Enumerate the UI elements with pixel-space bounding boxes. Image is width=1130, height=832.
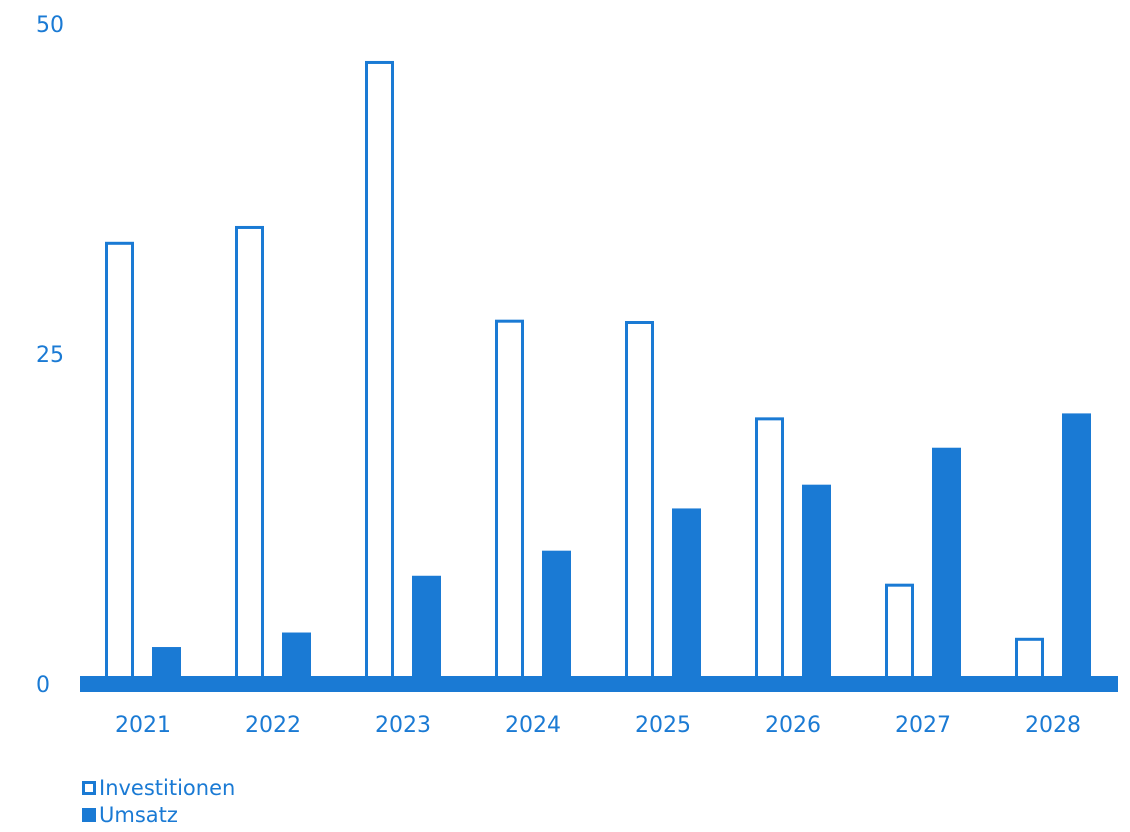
x-tick-label-2027: 2027: [895, 713, 951, 738]
bar-investitionen-2024: [495, 319, 524, 687]
y-tick-label-50: 50: [36, 13, 64, 38]
legend-label-umsatz: Umsatz: [99, 802, 178, 827]
bar-umsatz-2022: [282, 632, 311, 684]
legend-swatch-umsatz: [82, 807, 96, 822]
legend-item-investitionen: Investitionen: [82, 774, 235, 801]
bar-investitionen-2022: [235, 225, 264, 688]
x-tick-label-2023: 2023: [375, 713, 431, 738]
bar-investitionen-2021: [105, 241, 134, 688]
bar-investitionen-2025: [625, 321, 654, 687]
y-tick-label-0: 0: [36, 673, 50, 698]
bar-umsatz-2025: [672, 508, 701, 684]
x-tick-label-2024: 2024: [505, 713, 561, 738]
x-tick-label-2026: 2026: [765, 713, 821, 738]
legend: Investitionen Umsatz: [82, 774, 235, 828]
bar-umsatz-2028: [1062, 413, 1091, 684]
x-axis-baseline: [80, 676, 1118, 692]
y-tick-label-25: 25: [36, 343, 64, 368]
bar-investitionen-2026: [755, 417, 784, 687]
legend-swatch-investitionen: [82, 780, 96, 795]
x-tick-label-2021: 2021: [115, 713, 171, 738]
x-tick-label-2022: 2022: [245, 713, 301, 738]
x-tick-label-2028: 2028: [1025, 713, 1081, 738]
bar-umsatz-2027: [932, 447, 961, 684]
bar-investitionen-2023: [365, 60, 394, 687]
bar-umsatz-2026: [802, 484, 831, 684]
bar-umsatz-2024: [542, 550, 571, 684]
x-tick-label-2025: 2025: [635, 713, 691, 738]
bar-investitionen-2027: [885, 583, 914, 687]
legend-item-umsatz: Umsatz: [82, 801, 235, 828]
legend-label-investitionen: Investitionen: [99, 775, 236, 800]
bar-umsatz-2023: [412, 575, 441, 684]
